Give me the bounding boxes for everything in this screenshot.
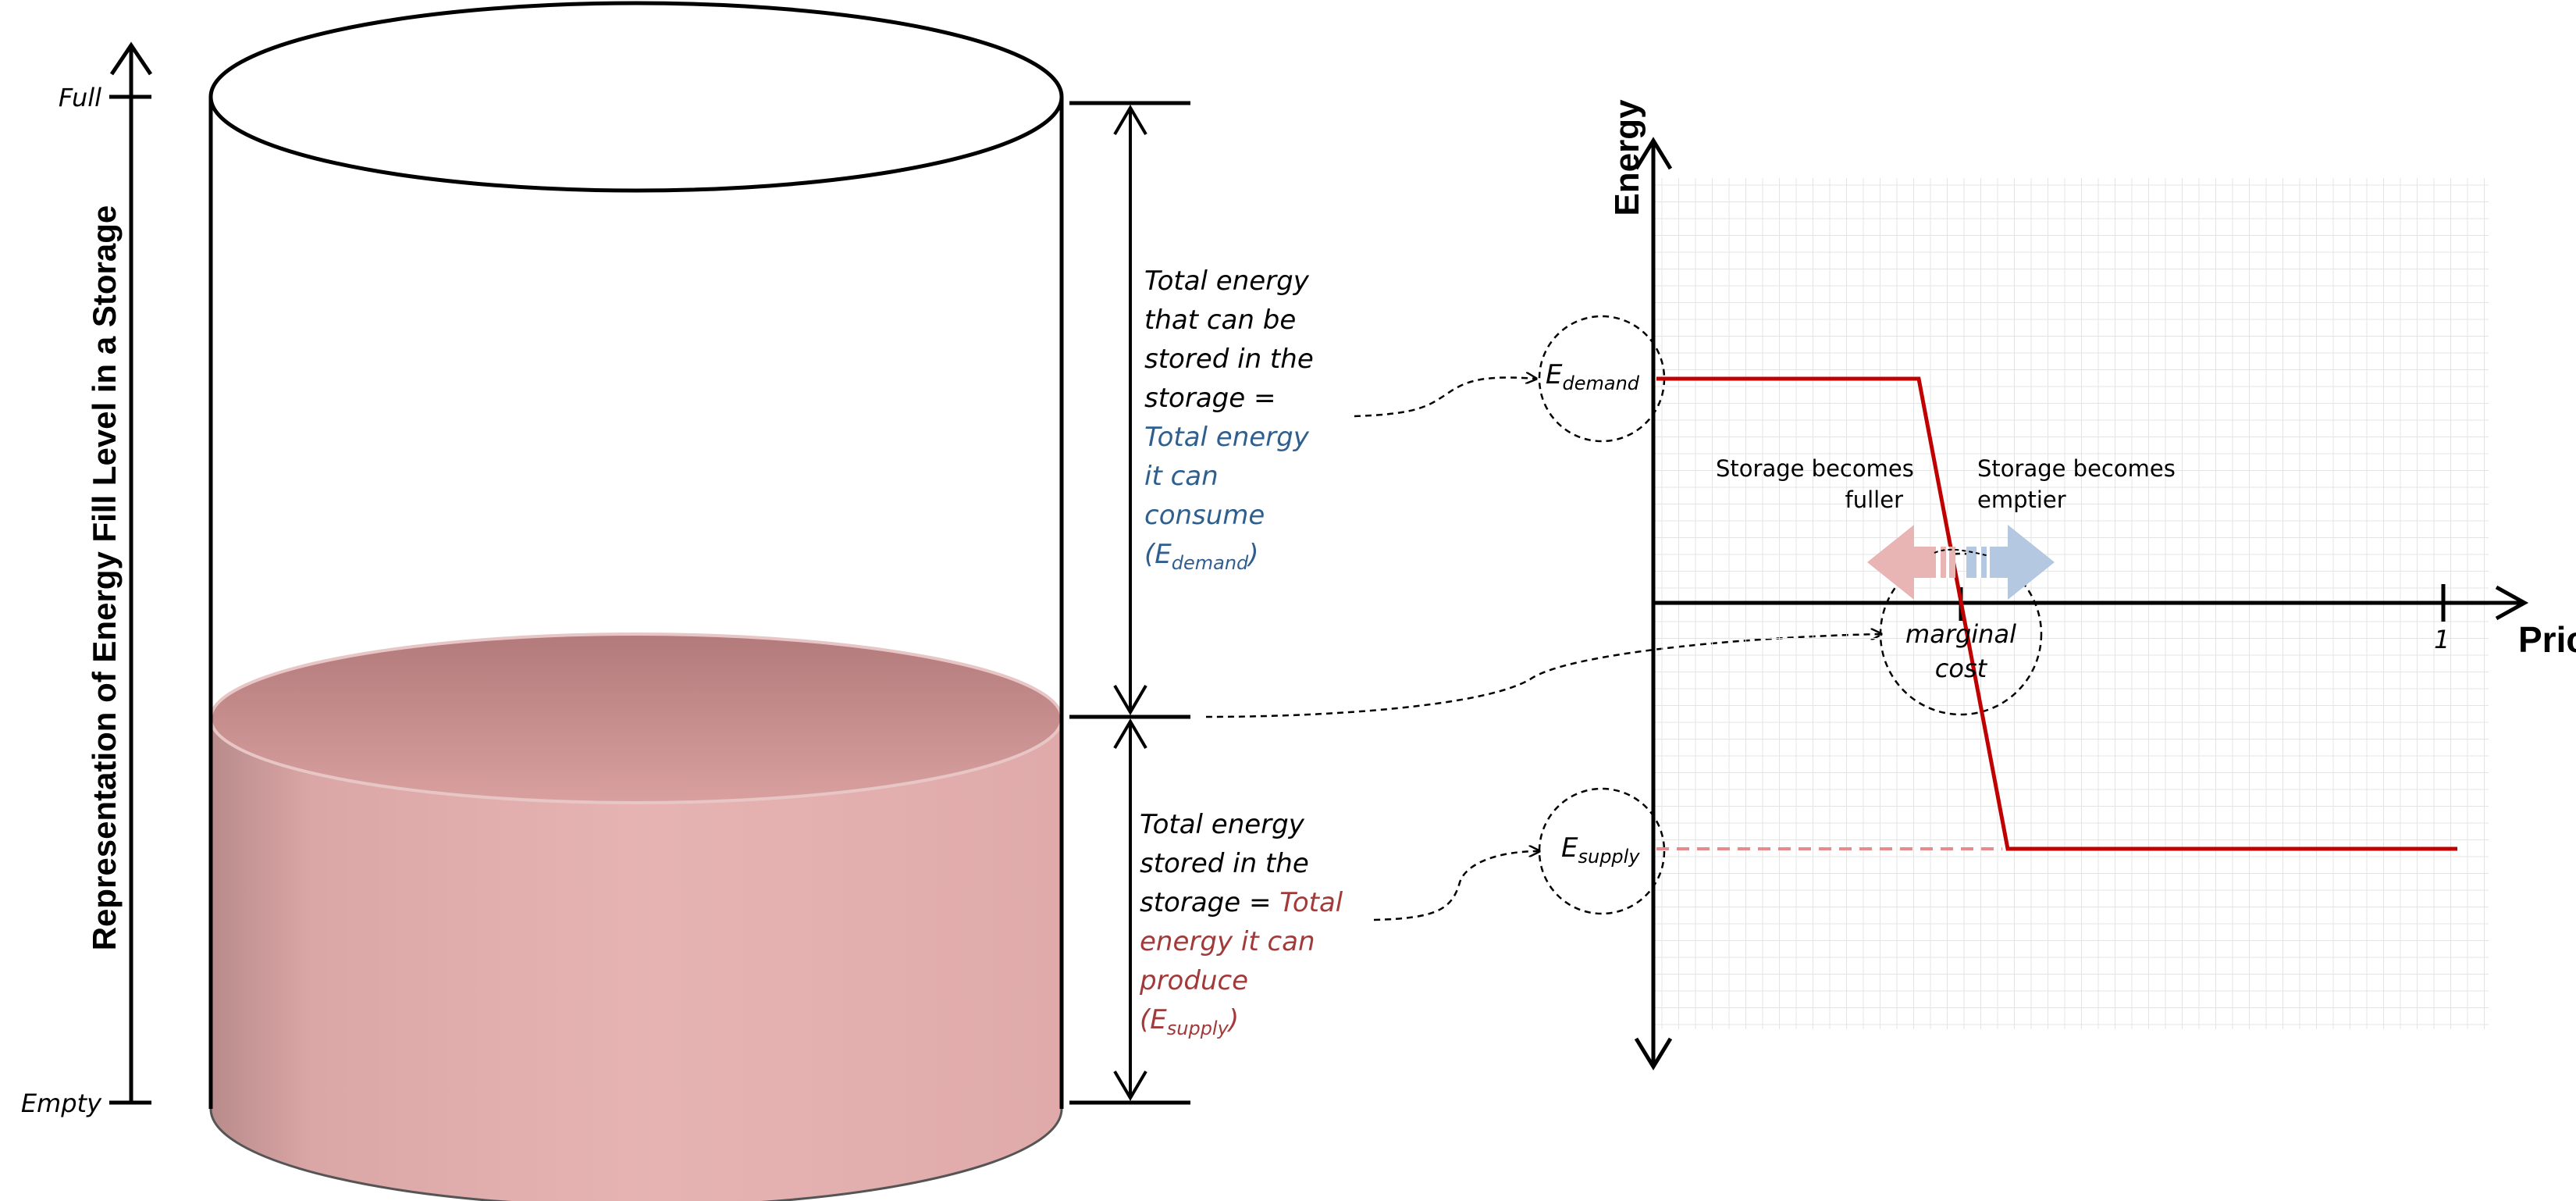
- produce-note-red: Total: [1279, 887, 1343, 918]
- dimension-lines: [1069, 101, 1190, 1105]
- fuller-label: Storage becomes fuller: [1716, 453, 1914, 515]
- produce-note-black: storage =: [1140, 887, 1280, 918]
- produce-note-line: Total energy: [1140, 809, 1304, 840]
- produce-note-line: stored in the: [1140, 848, 1309, 879]
- consume-note-colored: Total energy: [1144, 422, 1309, 453]
- fill-level-axis: [109, 41, 153, 1105]
- produce-note-symbol: (Esupply): [1140, 1000, 1343, 1048]
- stored-energy-liquid: [209, 717, 1063, 1201]
- produce-note-colored: produce: [1140, 965, 1249, 996]
- marginal-line: marginal: [1905, 619, 2016, 649]
- supply-symbol: E: [1561, 832, 1578, 864]
- consume-note-colored: consume: [1144, 500, 1265, 531]
- consume-note-line: stored in the: [1144, 344, 1314, 375]
- empty-label: Empty: [21, 1089, 102, 1118]
- symbol-open: (E: [1144, 539, 1172, 570]
- marginal-cost-label: marginal cost: [1883, 617, 2039, 686]
- emptier-line: Storage becomes: [1977, 455, 2176, 482]
- consume-note-line: that can be: [1144, 305, 1297, 336]
- liquid-surface: [209, 633, 1063, 804]
- produce-note-line: storage = Total: [1140, 883, 1343, 922]
- x-tick-one: 1: [2434, 625, 2450, 654]
- produce-note: Total energy stored in the storage = Tot…: [1140, 805, 1343, 1048]
- axis-title: Representation of Energy Fill Level in a…: [86, 205, 123, 951]
- fuller-arrow: [1867, 525, 1955, 600]
- marginal-cost-circle: [1879, 552, 2043, 716]
- symbol-sub: demand: [1171, 552, 1249, 574]
- energy-price-chart: [1538, 137, 2529, 1071]
- supply-sub: supply: [1578, 846, 1640, 868]
- consume-note-colored: it can: [1144, 461, 1219, 492]
- consume-note-line: storage =: [1144, 383, 1276, 414]
- demand-symbol: E: [1546, 359, 1563, 390]
- produce-note-colored: energy it can: [1140, 926, 1315, 957]
- fuller-line: Storage becomes: [1716, 455, 1914, 482]
- supply-label: Esupply: [1561, 832, 1640, 868]
- dashed-connectors: [1205, 377, 1881, 921]
- price-axis-label: Price: [2518, 619, 2576, 660]
- symbol-open: (E: [1140, 1004, 1167, 1035]
- consume-note-symbol: (Edemand): [1144, 535, 1314, 583]
- emptier-line: emptier: [1977, 486, 2066, 513]
- emptier-label: Storage becomes emptier: [1977, 453, 2176, 515]
- tank-top: [208, 1, 1064, 193]
- storage-cylinder: [208, 1, 1064, 1201]
- full-label: Full: [59, 83, 101, 112]
- consume-note-line: Total energy: [1144, 266, 1309, 297]
- bid-curve: [1656, 376, 2457, 851]
- demand-sub: demand: [1562, 372, 1640, 394]
- consume-note: Total energy that can be stored in the s…: [1144, 262, 1314, 583]
- energy-axis-label: Energy: [1608, 99, 1646, 216]
- supply-circle: [1538, 787, 1666, 915]
- symbol-sub: supply: [1166, 1017, 1229, 1039]
- emptier-arrow: [1966, 525, 2055, 600]
- symbol-close: ): [1248, 539, 1259, 570]
- symbol-close: ): [1228, 1004, 1240, 1035]
- fuller-line: fuller: [1845, 486, 1903, 513]
- marginal-line: cost: [1934, 654, 1987, 683]
- demand-label: Edemand: [1546, 359, 1639, 394]
